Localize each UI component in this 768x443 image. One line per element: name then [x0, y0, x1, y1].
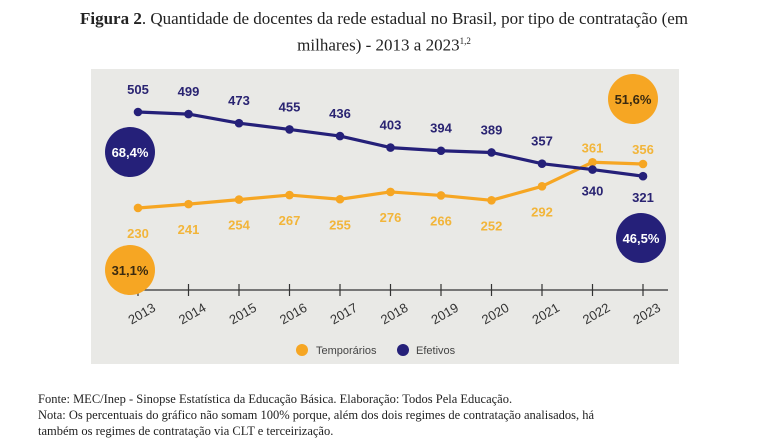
data-label-efetivos: 499 — [178, 84, 200, 99]
series-points — [133, 107, 648, 213]
data-point-efetivos — [436, 146, 446, 156]
percentage-badge-label: 51,6% — [615, 92, 652, 107]
note-line-2: também os regimes de contratação via CLT… — [38, 424, 334, 438]
data-labels: 230 241 254 267 255 276 266 252 292 361 356 505 499 4… — [127, 82, 654, 241]
data-point-temporarios — [386, 187, 395, 197]
data-label-temporarios: 266 — [430, 213, 452, 228]
percentage-badge-label: 68,4% — [112, 145, 149, 160]
percentage-badge — [105, 127, 155, 177]
data-point-temporarios — [537, 182, 547, 191]
data-point-efetivos — [638, 171, 648, 181]
data-point-efetivos — [487, 148, 496, 157]
data-label-efetivos: 505 — [127, 82, 149, 97]
percentage-badge — [105, 245, 155, 295]
data-point-efetivos — [386, 143, 395, 152]
title-line-1: . Quantidade de docentes da rede estadua… — [141, 9, 688, 28]
data-label-efetivos: 340 — [582, 184, 604, 199]
data-point-efetivos — [133, 107, 143, 117]
data-point-efetivos — [335, 131, 345, 141]
data-point-temporarios — [638, 159, 648, 169]
data-label-temporarios: 252 — [481, 218, 503, 233]
data-point-temporarios — [588, 157, 597, 167]
legend-marker-temporarios — [296, 344, 308, 356]
data-point-temporarios — [436, 191, 446, 200]
data-label-temporarios: 292 — [531, 204, 553, 219]
data-label-temporarios: 241 — [178, 222, 200, 237]
note-line-1: Nota: Os percentuais do gráfico não soma… — [38, 408, 595, 422]
data-point-temporarios — [234, 195, 244, 204]
legend-marker-efetivos — [397, 344, 409, 356]
data-point-temporarios — [133, 203, 143, 213]
data-point-temporarios — [285, 190, 294, 200]
figure-title: Figura 2. Quantidade de docentes da rede… — [0, 8, 768, 57]
data-point-efetivos — [537, 159, 547, 168]
legend: Temporários Efetivos — [296, 344, 456, 357]
data-label-temporarios: 230 — [127, 226, 149, 241]
data-label-efetivos: 321 — [632, 190, 654, 205]
figure-label: Figura 2 — [79, 9, 142, 28]
data-label-efetivos: 394 — [430, 121, 452, 136]
source-note: Fonte: MEC/Inep - Sinopse Estatística da… — [38, 392, 513, 406]
x-axis-ticks — [137, 284, 644, 296]
footer-notes: Fonte: MEC/Inep - Sinopse Estatística da… — [38, 391, 594, 439]
percentage-badges: 68,4% 31,1% 51,6% 46,5% — [105, 74, 666, 295]
data-label-temporarios: 255 — [329, 217, 351, 232]
data-point-temporarios — [184, 199, 193, 209]
percentage-badge — [616, 213, 666, 263]
data-point-efetivos — [234, 118, 244, 128]
legend-label-temporarios: Temporários — [316, 345, 377, 357]
title-superscript: 1,2 — [459, 36, 471, 46]
data-point-efetivos — [184, 109, 193, 119]
data-label-efetivos: 357 — [531, 134, 553, 149]
data-label-efetivos: 473 — [228, 93, 250, 108]
data-label-temporarios: 254 — [228, 218, 250, 233]
percentage-badge-label: 46,5% — [623, 231, 660, 246]
data-label-efetivos: 455 — [279, 99, 301, 114]
data-label-temporarios: 356 — [632, 142, 654, 157]
data-point-temporarios — [487, 195, 496, 205]
data-point-temporarios — [335, 194, 345, 204]
data-label-temporarios: 267 — [279, 213, 301, 228]
data-label-temporarios: 276 — [380, 210, 402, 225]
data-point-efetivos — [588, 165, 597, 174]
data-point-efetivos — [285, 125, 294, 134]
data-label-efetivos: 436 — [329, 106, 351, 121]
title-line-2: milhares) - 2013 a 2023 — [297, 35, 460, 55]
percentage-badge-label: 31,1% — [112, 263, 149, 278]
legend-label-efetivos: Efetivos — [416, 345, 456, 357]
data-label-efetivos: 389 — [481, 122, 503, 137]
data-label-efetivos: 403 — [380, 118, 402, 133]
data-label-temporarios: 361 — [582, 140, 604, 155]
percentage-badge — [608, 74, 658, 124]
